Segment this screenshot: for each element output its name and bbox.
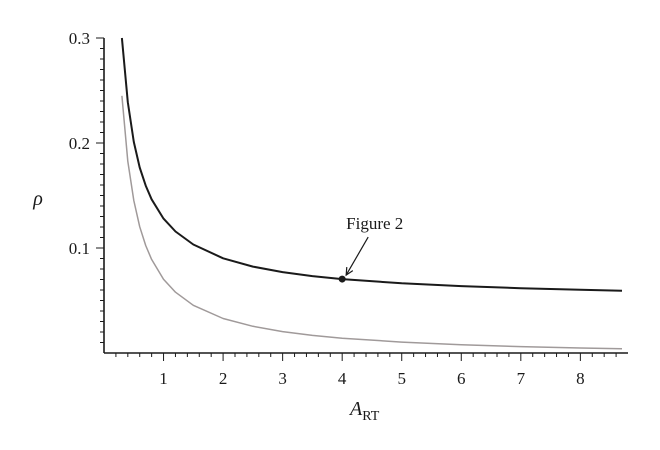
y-tick-label: 0.2 (69, 134, 90, 153)
series-line-1 (120, 37, 623, 292)
x-tick-label: 1 (159, 369, 168, 388)
x-axis-label-subscript: RT (362, 409, 379, 424)
x-axis-label-main: A (348, 398, 363, 420)
x-tick-label: 2 (219, 369, 228, 388)
series-line-2 (121, 95, 623, 350)
data-point-marker (338, 275, 346, 283)
annotation-group: Figure 2 (338, 214, 403, 283)
x-tick-label: 3 (278, 369, 287, 388)
y-axis-label: ρ (32, 188, 43, 210)
y-tick-label: 0.3 (69, 29, 90, 48)
y-tick-label: 0.1 (69, 239, 90, 258)
x-tick-label: 8 (576, 369, 585, 388)
annotation-arrowhead (345, 267, 354, 277)
axes: 1 2 3 4 5 6 7 8 0.1 0.2 0.3 (69, 29, 628, 388)
x-tick-label: 5 (397, 369, 406, 388)
x-axis-label: ART (348, 398, 380, 424)
x-tick-label: 4 (338, 369, 347, 388)
x-tick-label: 7 (517, 369, 526, 388)
x-tick-label: 6 (457, 369, 466, 388)
annotation-label: Figure 2 (346, 214, 403, 233)
series-group (120, 37, 623, 350)
annotation-arrow (345, 236, 369, 276)
